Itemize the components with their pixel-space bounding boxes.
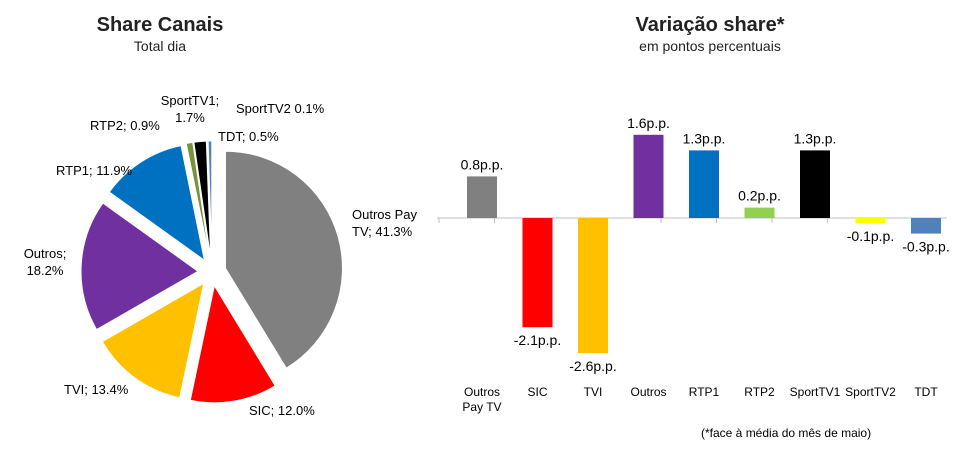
pie-slice-outros <box>80 202 199 331</box>
pie-label-sic: SIC; 12.0% <box>249 403 315 418</box>
bar-tvi <box>578 218 608 354</box>
bar-rtp2 <box>744 207 775 218</box>
bar-value-label-sic: -2.1p.p. <box>514 332 561 348</box>
bar-title: Variação share* <box>635 14 785 36</box>
category-label-rtp1: RTP1 <box>689 385 720 399</box>
bar-value-label-sporttv1: 1.3p.p. <box>794 130 837 146</box>
share-variation-bar-chart: 0.8p.p. Outros Pay TV -2.1p.p. SIC -2.6p.p. TV… <box>437 115 950 440</box>
bar-value-label-tdt: -0.3p.p. <box>902 239 949 255</box>
pie-label-rtp2: RTP2; 0.9% <box>90 118 160 133</box>
bar-sporttv2 <box>855 218 886 224</box>
bar-sic <box>522 218 553 328</box>
bar-sporttv1 <box>800 150 830 218</box>
pie-label-tdt: TDT; 0.5% <box>218 129 279 144</box>
pie-label-outros-pay-tv: Outros Pay TV; 41.3% <box>352 207 418 239</box>
category-label-outros-pay-tv: Outros Pay TV <box>462 385 501 414</box>
pie-label-outros: Outros; 18.2% <box>24 246 67 278</box>
pie-slice-rtp2 <box>185 141 211 259</box>
pie-label-sporttv2: SportTV2 0.1% <box>236 101 325 116</box>
bar-subtitle: em pontos percentuais <box>639 38 781 54</box>
pie-label-rtp1: RTP1; 11.9% <box>56 163 133 178</box>
bar-value-label-rtp1: 1.3p.p. <box>683 130 726 146</box>
pie-slice-sporttv1 <box>193 140 212 259</box>
share-pie-chart: Outros Pay TV; 41.3% SIC; 12.0% TVI; 13.4% O… <box>24 93 418 418</box>
bar-value-label-rtp2: 0.2p.p. <box>738 188 781 204</box>
pie-label-tvi: TVI; 13.4% <box>64 382 129 397</box>
pie-label-sporttv1: SportTV1; 1.7% <box>161 93 220 125</box>
category-label-rtp2: RTP2 <box>744 385 775 399</box>
category-label-tdt: TDT <box>914 385 938 399</box>
pie-slice-tdt <box>207 140 213 259</box>
bar-value-label-sporttv2: -0.1p.p. <box>847 228 894 244</box>
bar-rtp1 <box>689 150 719 218</box>
pie-subtitle: Total dia <box>133 38 187 54</box>
pie-slice-outros-pay-tv <box>224 150 343 369</box>
bar-value-label-outros: 1.6p.p. <box>627 115 670 131</box>
category-label-sporttv2: SportTV2 <box>845 385 896 399</box>
category-label-tvi: TVI <box>584 385 603 399</box>
bar-outros <box>633 134 664 218</box>
category-label-sic: SIC <box>527 385 547 399</box>
pie-slice-tvi <box>101 282 205 399</box>
pie-title: Share Canais <box>96 14 224 36</box>
pie-slice-sic <box>189 284 276 404</box>
bar-outros-pay-tv <box>467 176 497 218</box>
bar-tdt <box>911 218 941 234</box>
bar-value-label-outros-pay-tv: 0.8p.p. <box>461 156 504 172</box>
footnote: (*face à média do mês de maio) <box>701 426 871 440</box>
pie-slice-rtp1 <box>108 145 206 262</box>
bar-value-label-tvi: -2.6p.p. <box>569 358 616 374</box>
category-label-outros: Outros <box>630 385 666 399</box>
category-label-sporttv1: SportTV1 <box>790 385 841 399</box>
